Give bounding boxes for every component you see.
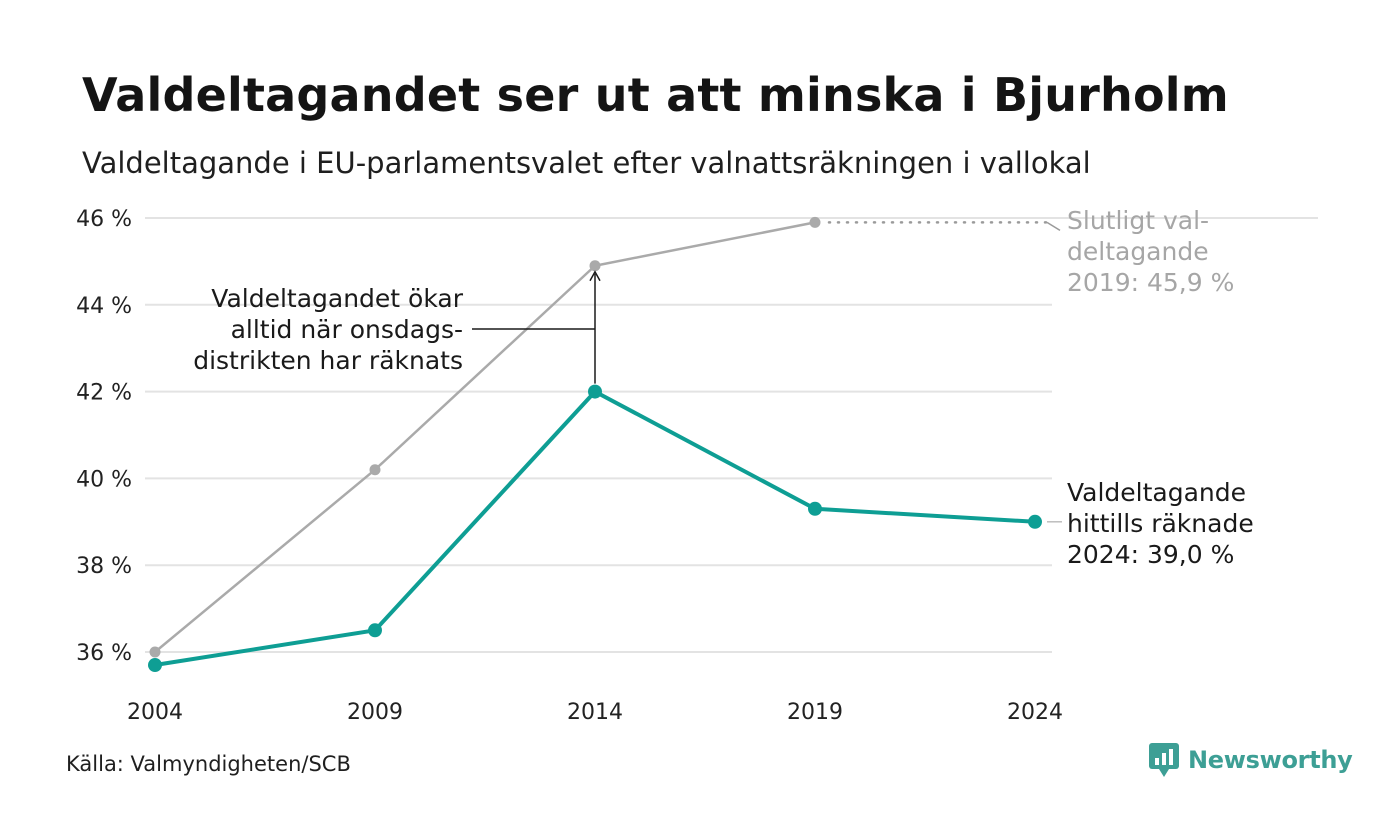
data-point-final (149, 646, 161, 658)
final-leader-tick (1046, 221, 1061, 231)
counted-label-line: hittills räknade (1067, 509, 1254, 538)
x-tick-label: 2009 (347, 700, 403, 725)
x-tick-label: 2019 (787, 700, 843, 725)
y-tick-label: 38 % (76, 554, 132, 579)
chart-title: Valdeltagandet ser ut att minska i Bjurh… (82, 68, 1229, 122)
data-point-counted (148, 658, 162, 673)
data-point-counted (368, 623, 382, 638)
annotation-text-line: distrikten har räknats (193, 346, 463, 375)
final-label-line: Slutligt val- (1067, 206, 1209, 235)
brand-logo: Newsworthy (1148, 742, 1353, 778)
x-tick-label: 2014 (567, 700, 623, 725)
annotation-text-line: Valdeltagandet ökar (211, 284, 463, 313)
data-point-counted (808, 501, 822, 516)
series-line-counted (153, 389, 1037, 668)
y-tick-label: 42 % (76, 381, 132, 406)
y-tick-label: 36 % (76, 641, 132, 666)
series-line-final (153, 221, 817, 654)
final-label-line: 2019: 45,9 % (1067, 268, 1234, 297)
chart-subtitle: Valdeltagande i EU-parlamentsvalet efter… (82, 146, 1091, 180)
annotation-text-line: alltid när onsdags- (231, 315, 463, 344)
y-tick-label: 46 % (76, 207, 132, 232)
source-note: Källa: Valmyndigheten/SCB (66, 752, 351, 776)
data-point-counted (1028, 514, 1042, 529)
annotation-arrowhead (589, 270, 601, 282)
counted-label-line: Valdeltagande (1067, 478, 1246, 507)
newsworthy-logo-icon (1149, 743, 1179, 777)
data-point-final (809, 216, 821, 228)
y-tick-label: 40 % (76, 467, 132, 492)
x-tick-label: 2004 (127, 700, 183, 725)
counted-label-line: 2024: 39,0 % (1067, 540, 1234, 569)
final-label-line: deltagande (1067, 237, 1209, 266)
brand-name: Newsworthy (1188, 746, 1353, 774)
data-point-final (589, 260, 601, 272)
data-point-final (369, 464, 381, 476)
data-point-counted (588, 384, 602, 399)
y-tick-label: 44 % (76, 294, 132, 319)
x-tick-label: 2024 (1007, 700, 1063, 725)
